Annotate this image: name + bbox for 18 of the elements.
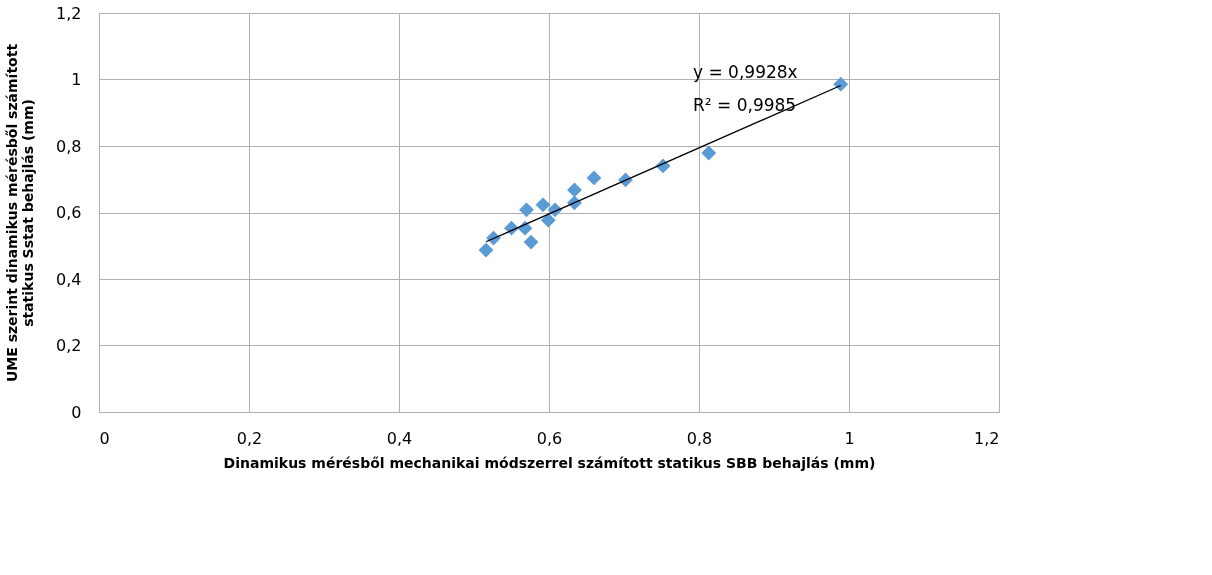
y-tick-label: 1 [71,70,82,89]
x-axis-title: Dinamikus mérésből mechanikai módszerrel számított statikus SBB behajlás (mm) [223,454,876,471]
y-tick-label: 0,8 [56,136,82,156]
x-tick-label: 0,8 [686,428,713,448]
x-tick-label: 0 [99,428,110,448]
x-tick-label: 0,6 [536,428,563,448]
annotation: R² = 0,9985 [693,95,797,115]
x-tick-label: 1,2 [974,428,1000,448]
annotation: y = 0,9928x [693,62,798,82]
x-tick-label: 1 [844,428,855,448]
y-axis-title: UME szerint dinamikus mérésből számított statikus Sstat behajlás (mm) [4,43,37,383]
x-tick-label: 0,2 [236,428,263,448]
y-tick-label: 0,4 [56,269,82,289]
y-tick-label: 0,2 [56,336,82,355]
y-tick-label: 0 [71,402,82,422]
y-tick-label: 0,6 [56,203,82,222]
x-tick-label: 0,4 [386,428,413,448]
y-tick-label: 1,2 [56,3,82,23]
